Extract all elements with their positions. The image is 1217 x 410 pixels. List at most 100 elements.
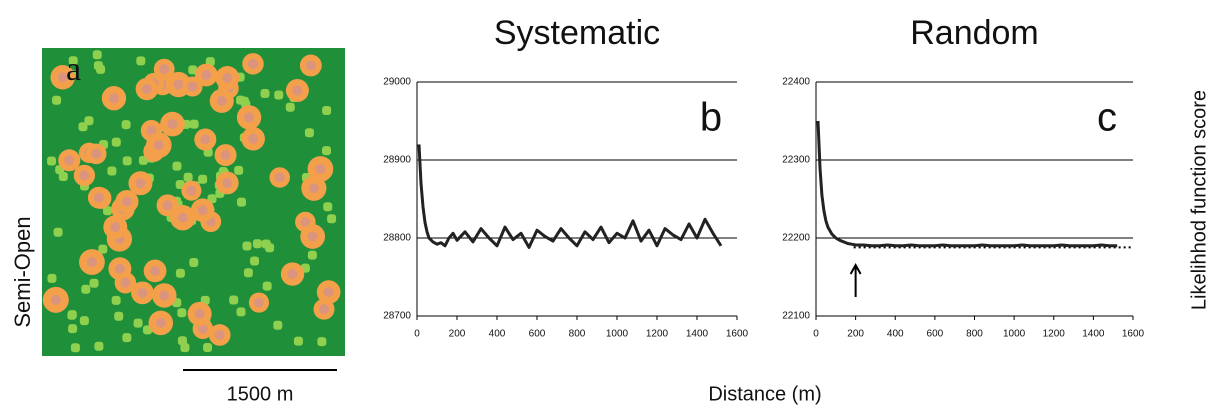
tree-core [305, 60, 316, 71]
tree-core [64, 155, 75, 166]
tree-core [319, 304, 330, 315]
tree-core [220, 150, 231, 161]
x-tick-label: 1600 [726, 329, 749, 340]
shrub [122, 156, 132, 166]
shrub [122, 333, 132, 343]
shrub [121, 120, 131, 130]
chart-title: Random [910, 14, 1039, 52]
panel-label: b [700, 96, 722, 140]
tree-core [292, 85, 303, 96]
shrub [229, 295, 239, 305]
tree-core [121, 196, 132, 207]
shrub [93, 61, 103, 71]
shrub [53, 227, 63, 237]
shrub [236, 307, 246, 317]
tree-core [93, 192, 104, 203]
shrub [136, 56, 146, 66]
shrub [188, 65, 198, 75]
shrub [114, 311, 124, 321]
shrub [242, 241, 252, 251]
x-tick-label: 800 [569, 329, 586, 340]
annotation-arrow [849, 262, 862, 297]
tree-core [244, 112, 255, 123]
x-tick-label: 1400 [686, 329, 709, 340]
shrub [177, 308, 187, 318]
shrub [133, 318, 143, 328]
shrub [234, 165, 244, 175]
x-tick-label: 0 [813, 329, 819, 340]
data-line [816, 120, 1118, 248]
x-tick-label: 800 [966, 329, 983, 340]
shrub [67, 310, 77, 320]
y-tick-label: 28800 [383, 233, 411, 244]
shrub [236, 197, 246, 207]
shrub [252, 239, 262, 249]
shrub [111, 137, 121, 147]
tree-core [307, 231, 318, 242]
tree-core [57, 72, 68, 83]
tree-core [222, 177, 233, 188]
y-tick-label: 22200 [782, 233, 810, 244]
y-tick-label: 22300 [782, 155, 810, 166]
shrub [322, 146, 332, 156]
shrub [198, 174, 208, 184]
tree-core [253, 297, 264, 308]
shrub [89, 278, 99, 288]
tree-core [287, 269, 298, 280]
tree-core [197, 323, 208, 334]
shrub [70, 343, 80, 353]
shrub [175, 268, 185, 278]
shrub [203, 343, 213, 353]
tree-core [200, 134, 211, 145]
shrub [243, 268, 253, 278]
shrub [92, 50, 102, 60]
tree-core [315, 163, 326, 174]
tree-core [159, 64, 170, 75]
tree-core [222, 72, 233, 83]
shrub [103, 206, 113, 216]
shrub [260, 89, 270, 99]
x-tick-label: 1600 [1122, 329, 1145, 340]
x-tick-label: 600 [529, 329, 546, 340]
y-tick-label: 28900 [383, 155, 411, 166]
x-tick-label: 600 [927, 329, 944, 340]
x-tick-label: 1400 [1082, 329, 1105, 340]
shrub [180, 343, 190, 353]
tree-core [153, 140, 164, 151]
y-axis-label: Likelihhod function score [1188, 90, 1210, 310]
tree-core [300, 216, 311, 227]
shrub [323, 202, 333, 212]
shrub [177, 336, 187, 346]
tree-core [187, 81, 198, 92]
tree-core [214, 329, 225, 340]
panel-label: a [66, 51, 81, 88]
shrub [81, 284, 91, 294]
shrub [274, 90, 284, 100]
shrub [78, 122, 88, 132]
shrub [68, 56, 78, 66]
shrub [183, 172, 193, 182]
shrub [111, 295, 121, 305]
tree-core [197, 205, 208, 216]
tree-core [162, 200, 173, 211]
tree-core [159, 290, 170, 301]
x-tick-label: 200 [847, 329, 864, 340]
tree-core [135, 178, 146, 189]
tree-core [86, 257, 97, 268]
tree-core [150, 265, 161, 276]
tree-core [248, 58, 259, 69]
tree-core [216, 95, 227, 106]
shrub [79, 316, 89, 326]
shrub [250, 256, 260, 266]
shrub [189, 119, 199, 129]
shrub [98, 244, 108, 254]
tree-core [194, 308, 205, 319]
tree-core [79, 170, 90, 181]
tree-core [201, 69, 212, 80]
scale-bar-label: 1500 m [227, 383, 294, 405]
tree-core [146, 125, 157, 136]
chart-title: Systematic [494, 14, 660, 52]
shrub [58, 172, 68, 182]
tree-core [110, 222, 121, 233]
x-tick-label: 400 [489, 329, 506, 340]
